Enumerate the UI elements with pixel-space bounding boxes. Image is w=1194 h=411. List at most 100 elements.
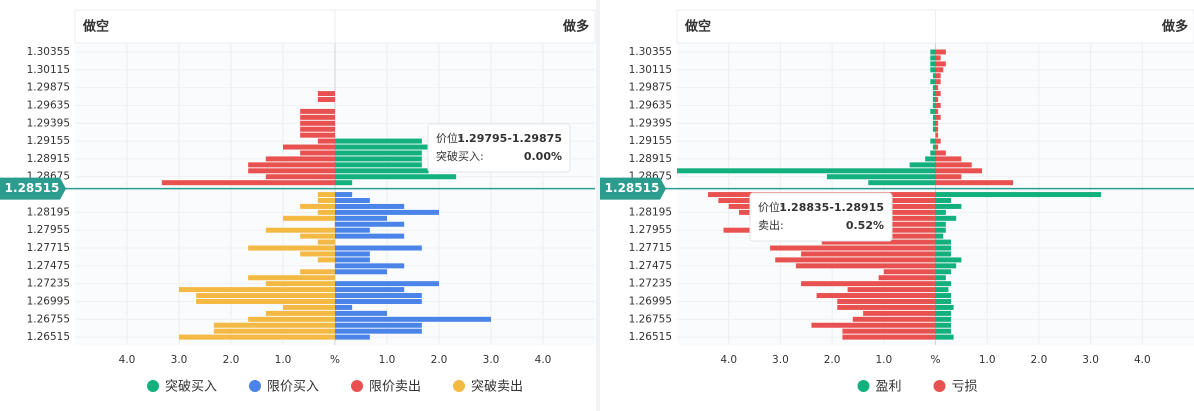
header-right: 做多 xyxy=(562,19,589,35)
y-tick-label: 1.30115 xyxy=(629,64,672,76)
bar xyxy=(265,156,335,162)
y-tick-label: 1.30355 xyxy=(27,46,70,58)
bar xyxy=(335,215,387,221)
tooltip-value: 1.28835-1.28915 xyxy=(779,201,884,214)
price-badge xyxy=(600,177,666,200)
legend-swatch xyxy=(857,380,870,392)
bar xyxy=(935,168,983,174)
bar xyxy=(335,334,370,340)
price-label: 1.28515 xyxy=(5,181,60,195)
bar xyxy=(335,168,429,174)
bar xyxy=(161,180,335,186)
bar xyxy=(335,263,405,269)
bar xyxy=(300,114,335,120)
x-tick-label: 1.0 xyxy=(875,354,892,366)
bar xyxy=(300,251,335,257)
bar xyxy=(335,251,370,257)
bar xyxy=(248,275,335,281)
bar xyxy=(883,269,936,275)
bar xyxy=(335,304,353,310)
bar xyxy=(935,203,962,209)
x-tick-label: 4.0 xyxy=(1134,354,1151,366)
bar xyxy=(826,174,936,180)
legend-label: 突破买入 xyxy=(165,379,217,395)
x-tick-label: 2.0 xyxy=(824,354,841,366)
bar xyxy=(935,251,952,257)
bar xyxy=(265,281,335,287)
bar xyxy=(317,209,335,215)
bar xyxy=(935,322,952,328)
tooltip-label: 卖出: xyxy=(758,218,784,232)
bar xyxy=(935,108,939,114)
x-tick-label: 1.0 xyxy=(275,354,292,366)
bar xyxy=(335,221,405,227)
bar xyxy=(335,138,422,144)
tooltip xyxy=(427,123,571,173)
y-tick-label: 1.30355 xyxy=(629,46,672,58)
bar xyxy=(300,126,335,132)
bar xyxy=(935,174,962,180)
y-tick-label: 1.26755 xyxy=(27,313,70,325)
bar xyxy=(213,328,335,334)
x-tick-label: 1.0 xyxy=(379,354,396,366)
x-tick-label: 4.0 xyxy=(119,354,136,366)
bar xyxy=(335,150,422,156)
y-tick-label: 1.27715 xyxy=(27,242,70,254)
bar xyxy=(196,293,335,299)
bar xyxy=(935,263,957,269)
bar xyxy=(868,180,936,186)
bar xyxy=(932,97,936,103)
y-tick-label: 1.29155 xyxy=(629,135,672,147)
bar xyxy=(930,49,936,55)
legend-label: 限价卖出 xyxy=(369,380,421,395)
bar xyxy=(863,233,936,239)
bar xyxy=(935,281,952,287)
bar xyxy=(932,120,936,126)
bar xyxy=(863,310,936,316)
y-tick-label: 1.27715 xyxy=(629,242,672,254)
bar xyxy=(283,304,335,310)
bar xyxy=(935,316,952,322)
legend-swatch xyxy=(147,380,159,392)
bar xyxy=(935,144,939,150)
bar xyxy=(317,138,335,144)
legend-label: 盈利 xyxy=(876,380,902,395)
tooltip-label: 价位: xyxy=(758,200,784,214)
bar xyxy=(935,298,952,304)
y-tick-label: 1.30115 xyxy=(27,64,70,76)
bar xyxy=(300,233,335,239)
bar xyxy=(930,61,936,67)
tooltip-label: 价位: xyxy=(436,131,462,145)
bar xyxy=(795,263,936,269)
tooltip-label: 突破买入: xyxy=(436,149,484,163)
bar xyxy=(335,287,405,293)
y-tick-label: 1.27955 xyxy=(629,224,672,236)
bar xyxy=(935,227,946,233)
bar xyxy=(930,150,936,156)
bar xyxy=(265,310,335,316)
bar xyxy=(935,198,952,203)
y-tick-label: 1.26995 xyxy=(629,295,672,307)
bar xyxy=(335,316,491,322)
x-tick-label: 3.0 xyxy=(171,354,188,366)
bar xyxy=(935,269,952,275)
bar xyxy=(335,310,387,316)
bar xyxy=(196,298,335,304)
bar xyxy=(821,239,936,245)
bar xyxy=(935,114,941,120)
price-badge xyxy=(0,177,66,200)
bar xyxy=(801,281,936,287)
price-label: 1.28515 xyxy=(605,181,660,195)
bar xyxy=(335,257,370,263)
bar xyxy=(935,138,941,144)
bar xyxy=(317,97,335,103)
bar xyxy=(935,162,972,168)
bar xyxy=(842,328,936,334)
bar xyxy=(265,227,335,233)
bar xyxy=(935,233,944,239)
bar xyxy=(770,245,936,251)
bar xyxy=(179,287,335,293)
bar xyxy=(852,316,936,322)
bar xyxy=(935,245,952,251)
